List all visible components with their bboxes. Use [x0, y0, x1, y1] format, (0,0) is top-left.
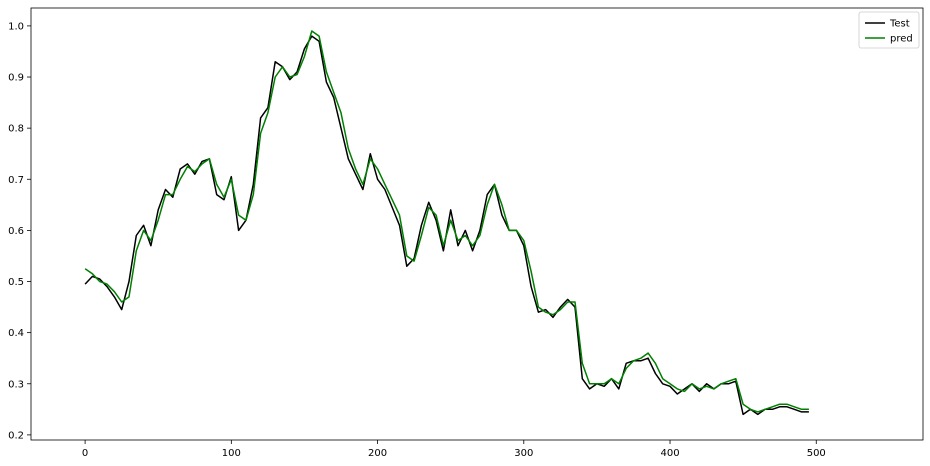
- y-tick-label: 0.3: [8, 379, 24, 390]
- x-tick-label: 100: [222, 448, 241, 459]
- y-tick-label: 0.4: [8, 328, 24, 339]
- y-tick-label: 1.0: [8, 21, 24, 32]
- y-tick-label: 0.8: [8, 124, 24, 135]
- x-tick-label: 0: [82, 448, 88, 459]
- x-tick-label: 500: [807, 448, 826, 459]
- x-tick-label: 300: [514, 448, 533, 459]
- y-tick-label: 0.9: [8, 73, 24, 84]
- series-line-pred: [84, 30, 809, 413]
- y-tick-label: 0.7: [8, 175, 24, 186]
- y-axis: 0.2 0.3 0.4 0.5 0.6 0.7 0.8 0.9 1.0: [8, 21, 31, 441]
- x-axis: 0 100 200 300 400 500: [82, 440, 826, 459]
- y-tick-label: 0.5: [8, 277, 24, 288]
- x-tick-label: 200: [368, 448, 387, 459]
- legend-label-test: Test: [889, 19, 910, 30]
- legend-label-pred: pred: [890, 34, 913, 45]
- legend-box: [858, 11, 920, 49]
- series-layer: [84, 30, 809, 416]
- x-tick-label: 400: [660, 448, 679, 459]
- legend: Test pred: [858, 11, 920, 49]
- plot-frame: [30, 7, 924, 441]
- y-tick-label: 0.2: [8, 430, 24, 441]
- y-tick-label: 0.6: [8, 226, 24, 237]
